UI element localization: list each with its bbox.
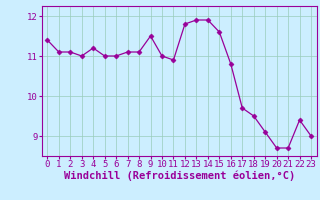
X-axis label: Windchill (Refroidissement éolien,°C): Windchill (Refroidissement éolien,°C) [64, 171, 295, 181]
